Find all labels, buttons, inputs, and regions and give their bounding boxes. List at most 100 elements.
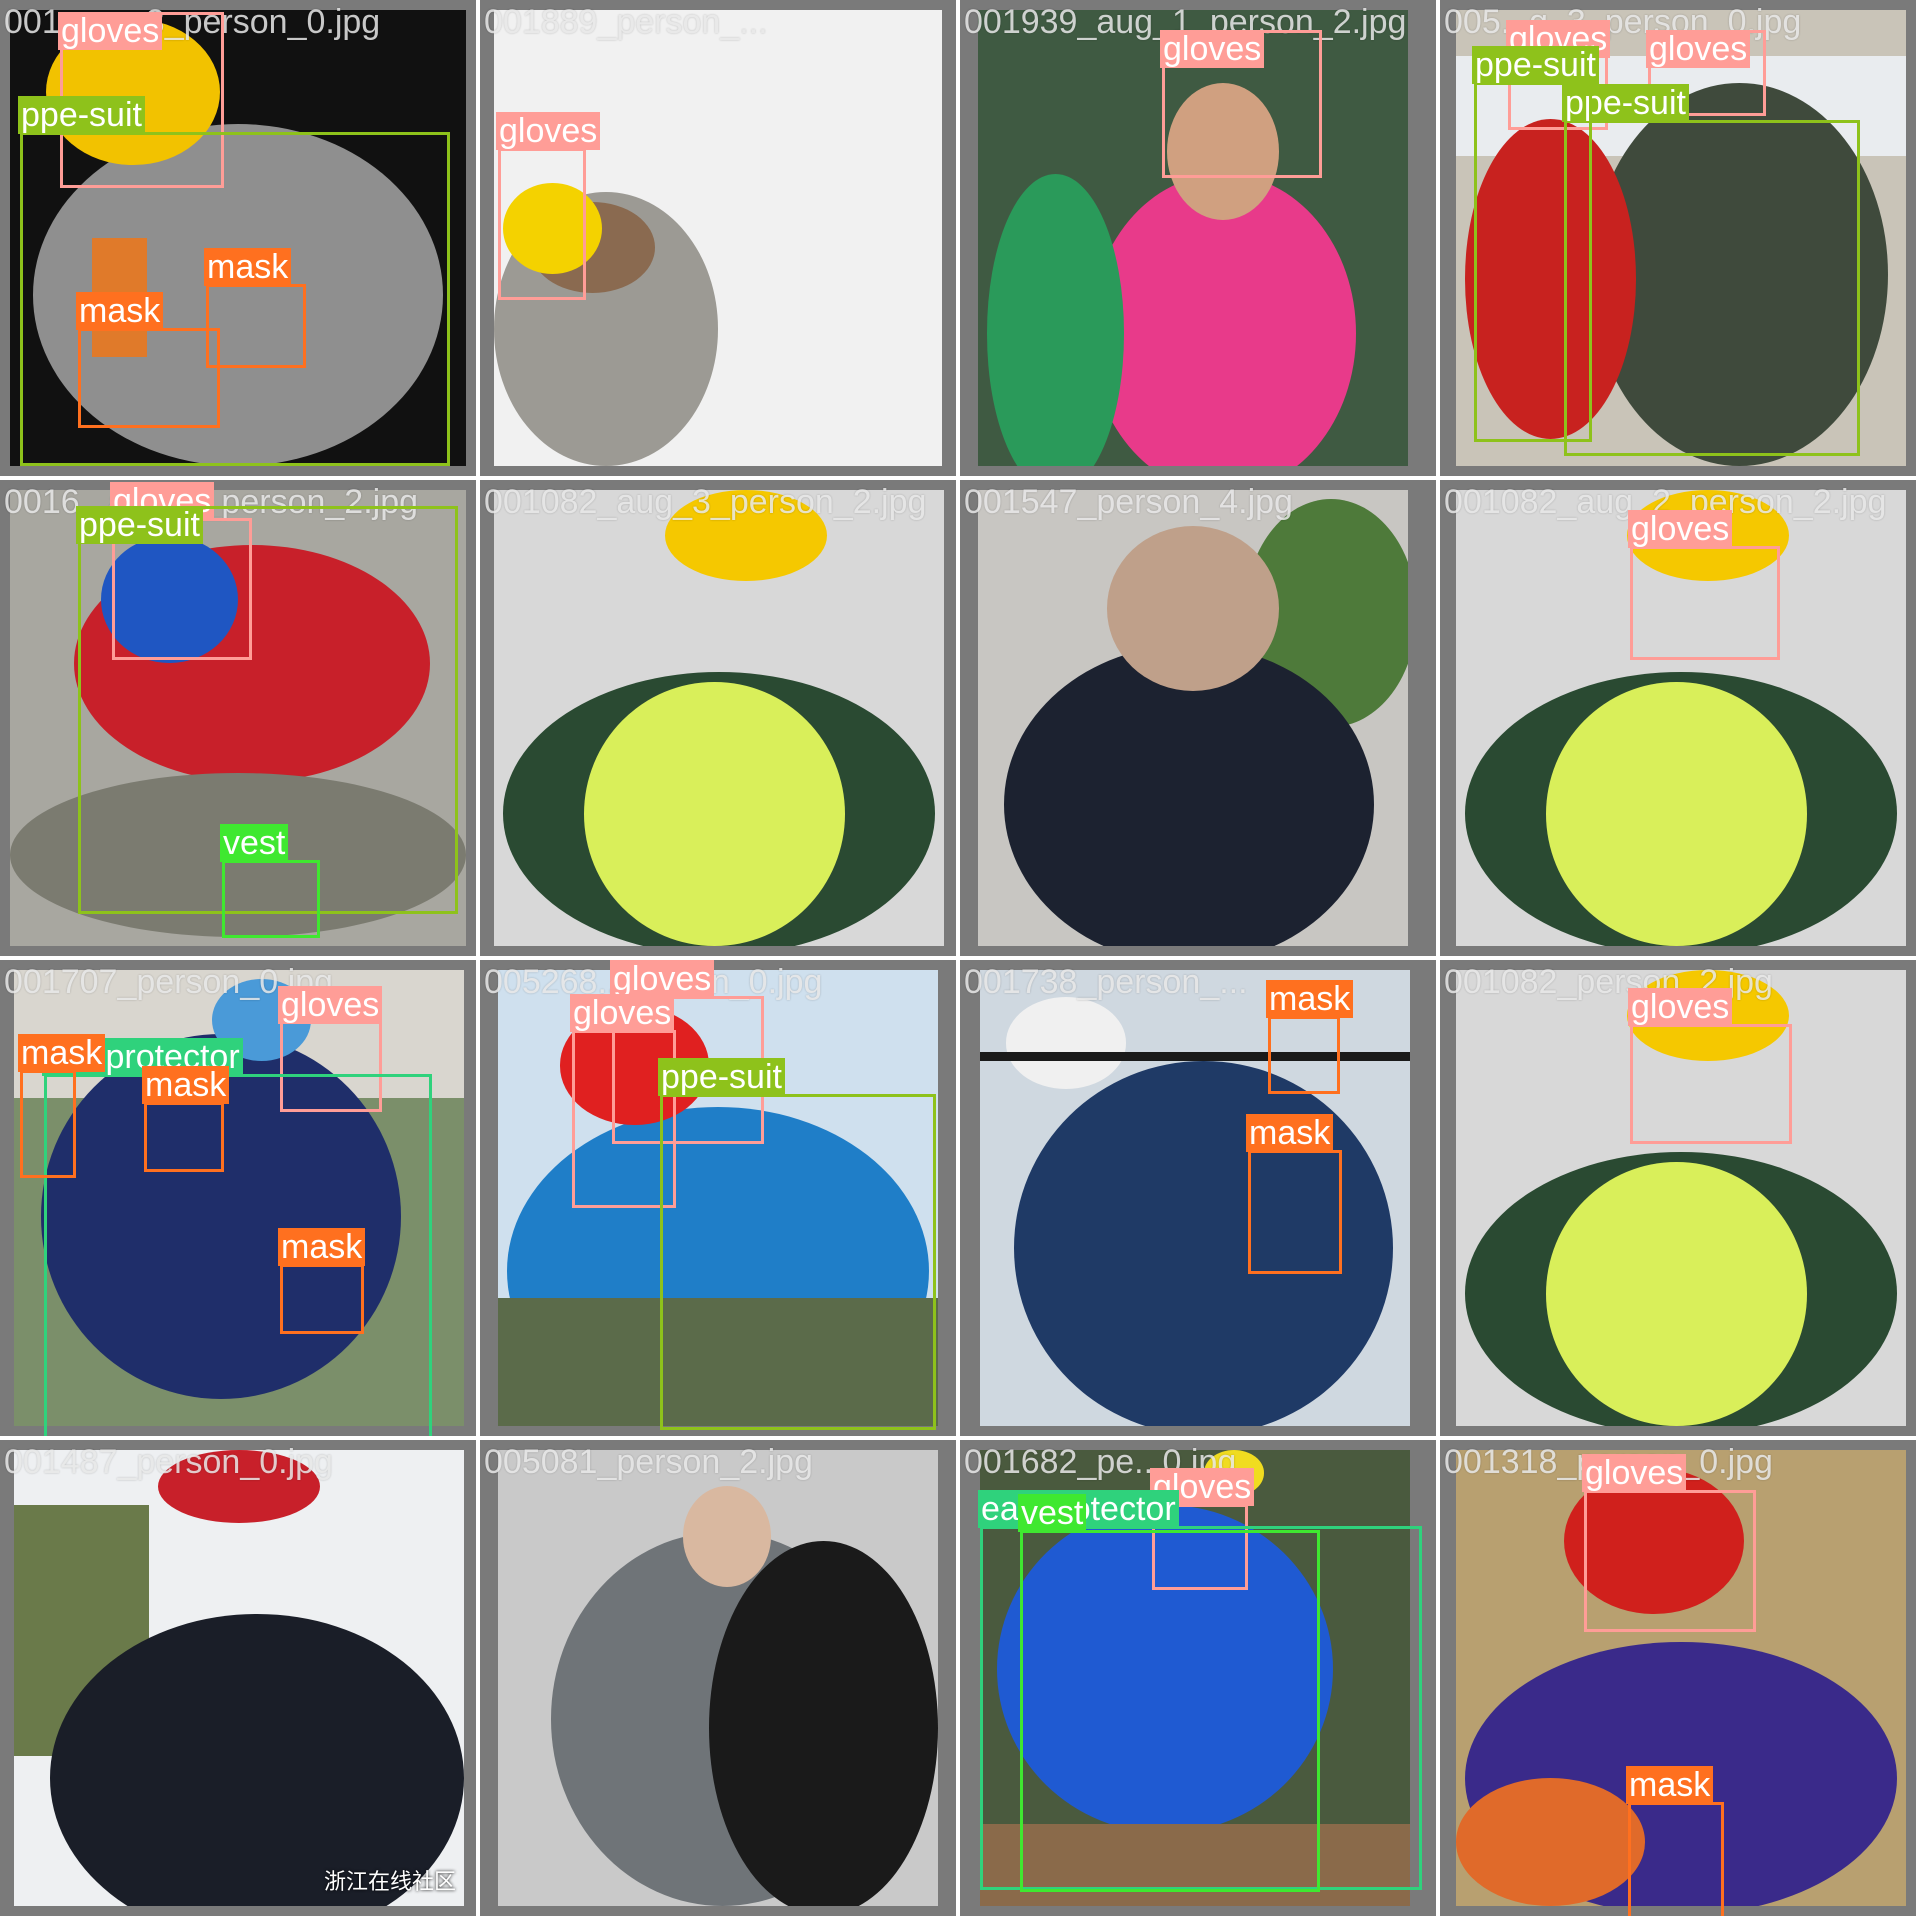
detection-label-mask: mask xyxy=(142,1066,230,1104)
photo-region xyxy=(158,1450,320,1523)
result-tile: 001707_person_0.jpg gloves ear-protector ma… xyxy=(0,960,476,1436)
detection-label-mask: mask xyxy=(76,292,164,330)
result-tile: 001889_person_...gloves xyxy=(480,0,956,476)
detection-box-mask xyxy=(206,284,306,368)
detection-label-mask: mask xyxy=(18,1034,106,1072)
photo-watermark: 浙江在线社区 xyxy=(323,1870,456,1895)
result-tile: 001...ug_3_person_0.jpg gloves ppe-suit mas… xyxy=(0,0,476,476)
detection-label-gloves: gloves xyxy=(278,986,383,1024)
tile-filename: 001547_person_4.jpg xyxy=(964,483,1293,521)
detection-box-ppe-suit xyxy=(1474,82,1592,442)
detection-label-mask: mask xyxy=(1266,980,1354,1018)
detection-label-gloves: gloves xyxy=(1160,30,1265,68)
tile-photo xyxy=(1456,970,1906,1426)
photo-region xyxy=(101,535,238,664)
detection-label-ppe-suit: ppe-suit xyxy=(658,1058,785,1096)
tile-photo xyxy=(10,490,466,946)
detection-label-mask: mask xyxy=(278,1228,366,1266)
photo-region xyxy=(1107,526,1279,691)
result-tile: 001082_person_2.jpg gloves xyxy=(1440,960,1916,1436)
photo-region xyxy=(980,1823,1410,1906)
detection-label-gloves: gloves xyxy=(610,960,715,998)
detection-label-mask: mask xyxy=(1246,1114,1334,1152)
detection-label-gloves: gloves xyxy=(496,112,601,150)
detection-box-mask xyxy=(78,328,220,428)
tile-photo xyxy=(978,490,1408,946)
detection-box-ear-protector xyxy=(980,1526,1422,1890)
result-tile: 005268...person_0.jpgglovesglovesppe-sui… xyxy=(480,960,956,1436)
detection-label-vest: vest xyxy=(1018,1494,1087,1532)
tile-photo xyxy=(1456,1450,1906,1906)
photo-region xyxy=(1591,82,1888,466)
photo-region xyxy=(1456,1778,1645,1906)
tile-photo: 浙江在线社区 xyxy=(14,1450,464,1906)
detection-box-mask xyxy=(1268,1016,1340,1094)
tile-photo xyxy=(980,970,1410,1426)
result-tile: 001939_aug_1_person_2.jpg gloves xyxy=(960,0,1436,476)
detection-box-ppe-suit xyxy=(1564,120,1860,456)
photo-region xyxy=(1089,174,1357,466)
detection-box-ear-protector xyxy=(44,1074,432,1436)
detection-box-gloves xyxy=(1584,1490,1756,1632)
result-tile: 001082_aug_3_person_2.jpg xyxy=(480,480,956,956)
tile-photo xyxy=(498,1450,938,1906)
result-tile: 001082_aug_2_person_2.jpg gloves xyxy=(1440,480,1916,956)
detection-label-ppe-suit: ppe-suit xyxy=(1472,46,1599,84)
detection-label-ppe-suit: ppe-suit xyxy=(76,506,203,544)
result-tile: 001318_person_0.jpgglovesmask xyxy=(1440,1440,1916,1916)
photo-region xyxy=(986,174,1125,466)
photo-region xyxy=(1546,1161,1807,1426)
photo-region xyxy=(997,1504,1333,1834)
tile-filename: 005081_person_2.jpg xyxy=(484,1443,813,1481)
detection-label-mask: mask xyxy=(1626,1766,1714,1804)
detection-box-vest xyxy=(222,860,320,938)
detection-label-gloves: gloves xyxy=(1628,988,1733,1026)
detection-box-gloves xyxy=(1630,1024,1792,1144)
detection-box-ppe-suit xyxy=(660,1094,936,1430)
photo-region xyxy=(1546,681,1807,946)
detection-box-mask xyxy=(1248,1150,1342,1274)
detection-box-ppe-suit xyxy=(78,506,458,914)
detection-box-mask xyxy=(20,1070,76,1178)
result-tile: 浙江在线社区 001487_person_0.jpg xyxy=(0,1440,476,1916)
result-tile: 005081_person_2.jpg xyxy=(480,1440,956,1916)
detection-label-gloves: gloves xyxy=(1646,30,1751,68)
tile-filename: 001889_person_... xyxy=(484,3,768,41)
detection-box-mask xyxy=(1628,1802,1724,1916)
tile-photo xyxy=(498,970,938,1426)
detection-box-gloves xyxy=(1630,546,1780,660)
detection-box-ppe-suit xyxy=(20,132,450,466)
tile-photo xyxy=(494,10,942,466)
tile-photo xyxy=(1456,490,1906,946)
result-tile: 001738_person_... mask mask xyxy=(960,960,1436,1436)
detection-box-mask xyxy=(280,1264,364,1334)
tile-photo xyxy=(494,490,944,946)
photo-region xyxy=(1167,82,1279,220)
detection-box-gloves xyxy=(498,148,586,300)
detection-label-ppe-suit: ppe-suit xyxy=(1562,84,1689,122)
detection-label-vest: vest xyxy=(220,824,289,862)
photo-region xyxy=(980,1052,1410,1062)
tile-filename: 001738_person_... xyxy=(964,963,1248,1001)
photo-region xyxy=(1465,119,1636,439)
photo-region xyxy=(498,1298,938,1426)
tile-filename: 001487_person_0.jpg xyxy=(4,1443,333,1481)
photo-region xyxy=(584,681,845,946)
tile-filename: 001082_aug_3_person_2.jpg xyxy=(484,483,927,521)
result-tile: 005...g_3_person_0.jpg gloves gloves ppe-su… xyxy=(1440,0,1916,476)
detection-box-mask xyxy=(144,1102,224,1172)
photo-region xyxy=(50,1614,464,1906)
detection-label-ppe-suit: ppe-suit xyxy=(18,96,145,134)
detection-label-gloves: gloves xyxy=(1628,510,1733,548)
result-tile: 001547_person_4.jpg xyxy=(960,480,1436,956)
photo-region xyxy=(709,1541,938,1906)
detection-label-gloves: gloves xyxy=(58,12,163,50)
photo-region xyxy=(682,1486,771,1587)
photo-region xyxy=(665,490,827,582)
detection-label-mask: mask xyxy=(204,248,292,286)
result-tile: 0016...aug_2_person_2.jpgglovesppe-suitv… xyxy=(0,480,476,956)
photo-region xyxy=(1005,997,1127,1089)
detection-label-gloves: gloves xyxy=(1582,1454,1687,1492)
